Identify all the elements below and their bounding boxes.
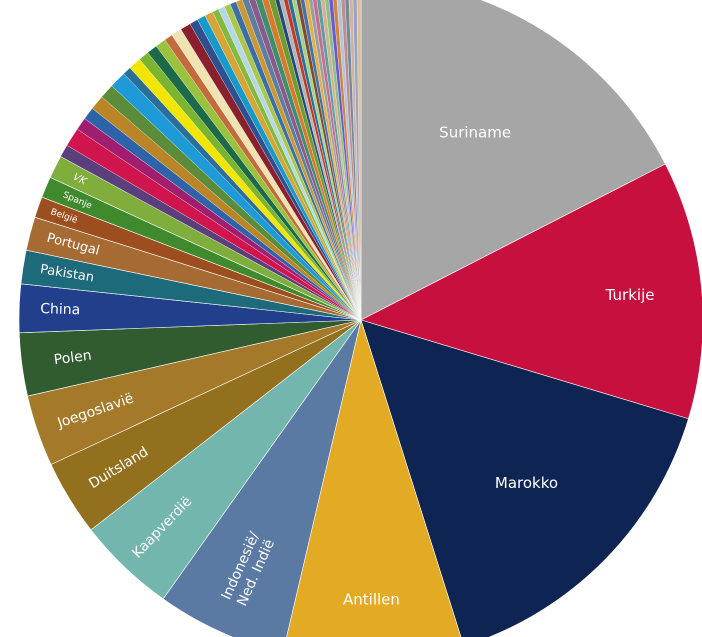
pie-slice-minor-56: [328, 0, 362, 321]
pie-slice-minor-57: [332, 0, 362, 321]
pie-slices: [18, 0, 702, 637]
pie-slice-indonesi-ned-indi: [162, 319, 362, 637]
pie-slice-minor-59: [340, 0, 362, 321]
pie-slice-minor-51: [308, 0, 362, 321]
pie-slice-minor-63: [356, 0, 362, 321]
pie-slice-label: China: [40, 301, 81, 318]
pie-slice-label: Turkije: [605, 286, 655, 304]
pie-slice-minor-48: [296, 0, 362, 321]
pie-slice-label: Marokko: [495, 474, 558, 492]
pie-slice-suriname: [360, 0, 666, 321]
pie-slice-label: Antillen: [343, 591, 400, 609]
pie-slice-label: Suriname: [439, 124, 511, 142]
pie-slice-minor-62: [352, 0, 362, 321]
pie-slice-minor-37: [235, 0, 362, 321]
pie-slice-minor-46: [287, 0, 362, 321]
pie-slice-minor-39: [248, 0, 362, 321]
pie-slice-minor-41: [262, 0, 362, 321]
pie-slice-minor-43: [275, 0, 362, 321]
pie-slice-minor-60: [344, 0, 362, 321]
pie-slice-minor-52: [312, 0, 362, 321]
pie-slice-marokko: [360, 319, 689, 637]
pie-slice-minor-44: [279, 0, 362, 321]
pie-slice-label: Polen: [53, 348, 93, 369]
pie-slice-antillen: [286, 318, 462, 637]
